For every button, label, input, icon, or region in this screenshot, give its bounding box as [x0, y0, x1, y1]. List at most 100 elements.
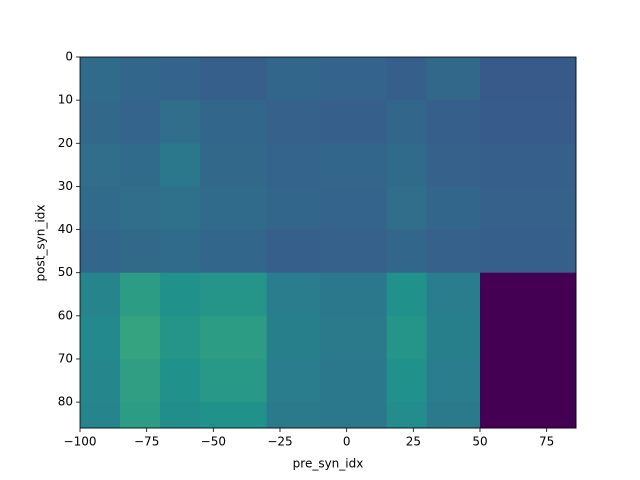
- heatmap-cell: [120, 358, 161, 403]
- heatmap-cell: [480, 143, 577, 187]
- heatmap-cell: [266, 100, 321, 144]
- heatmap-cell: [200, 315, 268, 360]
- heatmap-cell: [160, 57, 201, 101]
- heatmap-cell: [80, 402, 121, 429]
- heatmap-cell: [266, 315, 321, 360]
- heatmap-cell: [160, 229, 201, 274]
- heatmap-cell: [426, 100, 481, 144]
- heatmap-cell: [160, 402, 201, 429]
- heatmap-cells: [80, 57, 577, 429]
- heatmap-cell: [480, 57, 577, 101]
- heatmap-cell: [200, 143, 268, 187]
- x-tick-label: −75: [134, 435, 159, 449]
- heatmap-cell: [480, 100, 577, 144]
- x-tick-label: 50: [472, 435, 487, 449]
- plot-frame: [79, 56, 577, 429]
- heatmap-cell: [320, 100, 388, 144]
- heatmap-cell: [386, 143, 428, 187]
- y-tick-label: 80: [58, 395, 73, 409]
- y-tick-label: 70: [58, 351, 73, 365]
- heatmap-cell: [426, 229, 481, 274]
- heatmap-cell: [200, 402, 268, 429]
- heatmap-cell: [160, 315, 201, 360]
- heatmap-cell: [80, 143, 121, 187]
- heatmap-cell: [120, 315, 161, 360]
- heatmap-cell: [266, 229, 321, 274]
- heatmap-cell: [480, 358, 577, 403]
- heatmap-cell: [266, 272, 321, 317]
- heatmap-cell: [386, 315, 428, 360]
- heatmap-cell: [480, 315, 577, 360]
- y-tick-label: 30: [58, 179, 73, 193]
- heatmap-cell: [200, 186, 268, 231]
- heatmap-cell: [320, 229, 388, 274]
- heatmap-cell: [80, 57, 121, 101]
- heatmap-cell: [266, 57, 321, 101]
- heatmap-cell: [266, 186, 321, 231]
- y-tick-label: 60: [58, 308, 73, 322]
- x-axis-label: pre_syn_idx: [293, 457, 364, 471]
- heatmap-cell: [426, 57, 481, 101]
- heatmap-cell: [386, 57, 428, 101]
- heatmap-cell: [386, 402, 428, 429]
- heatmap-cell: [426, 315, 481, 360]
- y-axis-label: post_syn_idx: [34, 205, 48, 282]
- heatmap-cell: [320, 315, 388, 360]
- heatmap-cell: [320, 272, 388, 317]
- x-tick-label: −50: [201, 435, 226, 449]
- heatmap-cell: [320, 402, 388, 429]
- heatmap-cell: [80, 229, 121, 274]
- heatmap-cell: [120, 402, 161, 429]
- heatmap-cell: [266, 402, 321, 429]
- heatmap-cell: [386, 186, 428, 231]
- x-tick-label: −25: [267, 435, 292, 449]
- heatmap-cell: [320, 57, 388, 101]
- heatmap-cell: [320, 358, 388, 403]
- y-tick-label: 10: [58, 93, 73, 107]
- heatmap-cell: [120, 186, 161, 231]
- heatmap-cell: [80, 186, 121, 231]
- x-tick-label: 75: [539, 435, 554, 449]
- heatmap-cell: [200, 229, 268, 274]
- heatmap-cell: [480, 186, 577, 231]
- heatmap-cell: [120, 100, 161, 144]
- heatmap-cell: [266, 143, 321, 187]
- heatmap-cell: [80, 100, 121, 144]
- heatmap-cell: [480, 229, 577, 274]
- heatmap-cell: [426, 402, 481, 429]
- y-tick-label: 0: [65, 50, 73, 64]
- heatmap-cell: [386, 229, 428, 274]
- heatmap-cell: [200, 358, 268, 403]
- heatmap-cell: [120, 143, 161, 187]
- y-tick-label: 50: [58, 265, 73, 279]
- heatmap-cell: [480, 402, 577, 429]
- x-tick-label: 0: [343, 435, 351, 449]
- heatmap-cell: [426, 186, 481, 231]
- heatmap-cell: [426, 358, 481, 403]
- heatmap-cell: [160, 143, 201, 187]
- heatmap-cell: [426, 272, 481, 317]
- heatmap-cell: [386, 272, 428, 317]
- heatmap-cell: [120, 272, 161, 317]
- heatmap-cell: [320, 186, 388, 231]
- heatmap-cell: [160, 272, 201, 317]
- heatmap-cell: [386, 100, 428, 144]
- x-tick-label: −100: [64, 435, 97, 449]
- heatmap-cell: [160, 100, 201, 144]
- heatmap-cell: [120, 57, 161, 101]
- heatmap-cell: [80, 315, 121, 360]
- heatmap-cell: [200, 100, 268, 144]
- heatmap-cell: [200, 272, 268, 317]
- heatmap-cell: [320, 143, 388, 187]
- heatmap-cell: [160, 186, 201, 231]
- x-tick-label: 25: [406, 435, 421, 449]
- heatmap-cell: [386, 358, 428, 403]
- heatmap-cell: [266, 358, 321, 403]
- y-tick-label: 40: [58, 222, 73, 236]
- heatmap-cell: [80, 272, 121, 317]
- heatmap-cell: [426, 143, 481, 187]
- heatmap-cell: [200, 57, 268, 101]
- heatmap-cell: [80, 358, 121, 403]
